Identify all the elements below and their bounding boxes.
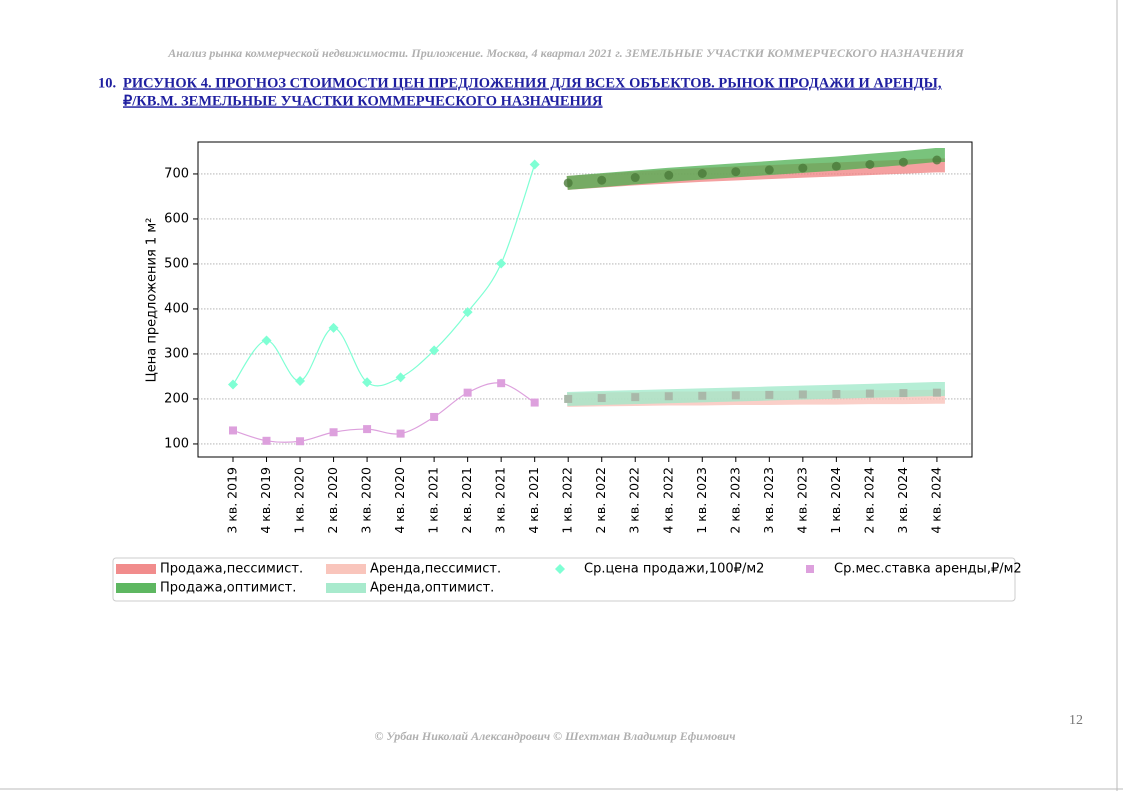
marker [764,165,774,175]
x-tick-label: 2 кв. 2023 [727,467,742,534]
x-tick-label: 4 кв. 2023 [794,467,809,534]
y-tick-label: 500 [164,256,189,271]
marker [529,159,540,170]
trend-line [232,164,536,387]
marker [798,390,807,399]
heading: ₽/КВ.М. ЗЕМЕЛЬНЫЕ УЧАСТКИ КОММЕРЧЕСКОГО … [123,93,603,109]
marker [631,393,640,402]
marker [530,398,539,407]
x-tick-label: 3 кв. 2021 [493,467,508,534]
legend-label: Аренда,оптимист. [370,581,494,596]
x-tick-label: 3 кв. 2023 [761,467,776,534]
marker [564,394,573,403]
marker [329,428,338,437]
y-tick-label: 400 [164,301,189,316]
page-number: 12 [1069,713,1083,728]
marker [229,426,237,435]
x-tick-label: 2 кв. 2022 [593,467,608,534]
marker [698,391,707,400]
marker [765,390,774,399]
marker [363,425,372,434]
x-tick-label: 1 кв. 2024 [828,467,843,534]
marker [597,175,607,185]
footer: © Урбан Николай Александрович © Шехтман … [374,729,735,743]
marker [932,388,941,397]
marker [228,379,238,390]
marker [262,436,271,445]
marker [832,390,841,398]
x-tick-label: 3 кв. 2019 [225,467,240,534]
legend-swatch [116,564,156,574]
marker [664,392,673,401]
x-tick-label: 4 кв. 2020 [392,467,407,534]
marker [731,167,741,177]
marker [362,377,373,388]
header: Анализ рынка коммерческой недвижимости. … [167,46,964,60]
x-tick-label: 2 кв. 2021 [459,467,474,534]
plot-frame [197,141,973,458]
x-tick-label: 1 кв. 2023 [694,467,709,534]
legend-swatch [326,564,366,574]
x-tick-label: 3 кв. 2022 [627,467,642,534]
marker [664,170,674,180]
y-tick-label: 200 [164,391,189,406]
y-tick-label: 300 [164,346,189,361]
marker [898,157,908,167]
legend-label: Продажа,пессимист. [160,562,303,577]
x-tick-label: 4 кв. 2022 [660,467,675,534]
marker [865,389,874,398]
x-tick-label: 1 кв. 2021 [426,467,441,534]
marker [597,394,606,403]
marker [899,389,908,398]
x-tick-label: 2 кв. 2024 [861,467,876,534]
x-tick-label: 1 кв. 2022 [560,467,575,534]
marker [395,372,406,383]
marker [697,169,707,178]
x-tick-label: 4 кв. 2019 [258,467,273,534]
heading: РИСУНОК 4. ПРОГНОЗ СТОИМОСТИ ЦЕН ПРЕДЛОЖ… [123,75,942,91]
y-tick-label: 100 [164,436,189,451]
legend-swatch [326,583,366,593]
marker [806,565,814,573]
marker [261,335,272,346]
marker [328,322,339,333]
marker [462,307,473,318]
marker [296,437,305,446]
x-tick-label: 1 кв. 2020 [292,467,307,534]
marker [497,379,506,388]
legend-label: Продажа,оптимист. [160,581,296,596]
marker [731,391,740,400]
marker [396,429,405,438]
marker [555,564,565,574]
marker [831,161,841,171]
legend-label: Ср.цена продажи,100₽/м2 [584,562,764,577]
marker [496,258,507,269]
x-tick-label: 2 кв. 2020 [325,467,340,534]
legend-label: Ср.мес.ставка аренды,₽/м2 [834,562,1022,577]
x-tick-label: 4 кв. 2021 [526,467,541,534]
y-tick-label: 600 [164,211,189,226]
marker [865,160,875,169]
x-tick-label: 3 кв. 2024 [895,467,910,534]
x-tick-label: 3 кв. 2020 [359,467,374,534]
marker [932,155,942,165]
marker [430,412,439,421]
trend-line [232,382,535,443]
y-axis-label: Цена предложения 1 м² [145,218,160,383]
x-tick-label: 4 кв. 2024 [928,467,943,534]
legend-swatch [116,583,156,593]
marker [798,163,808,173]
y-tick-label: 700 [164,166,189,181]
marker [295,375,306,386]
marker [630,173,640,183]
marker [563,178,573,188]
heading-number: 10. [98,75,116,91]
marker [463,388,472,397]
legend-label: Аренда,пессимист. [370,562,501,577]
marker [429,345,440,356]
